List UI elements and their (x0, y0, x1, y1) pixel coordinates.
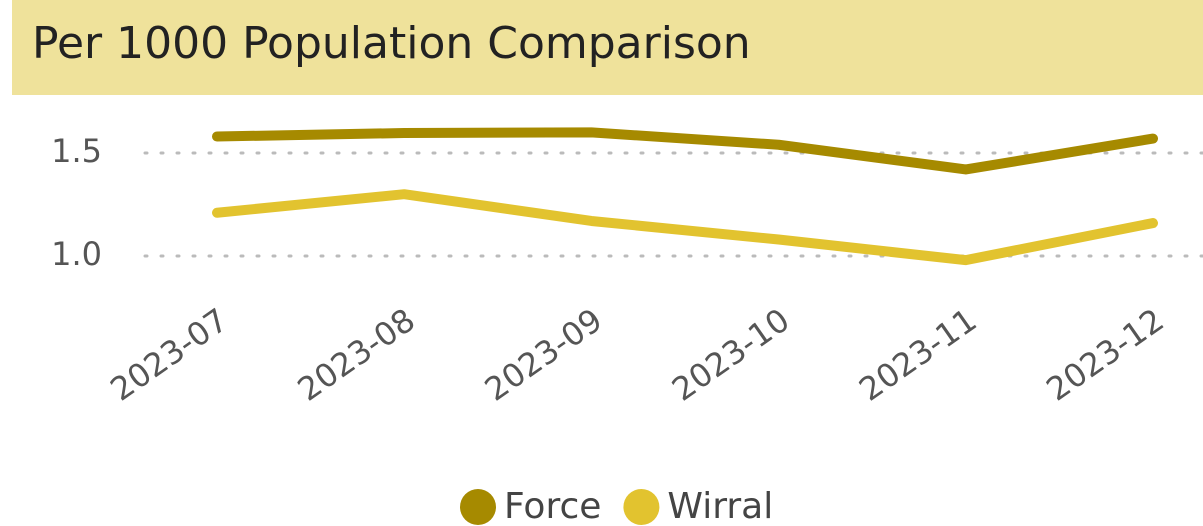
line-series (212, 127, 1158, 175)
x-tick-label: 2023-11 (852, 301, 983, 409)
legend-marker (460, 489, 496, 525)
y-tick-label: 1.5 (51, 132, 102, 170)
x-tick-label: 2023-12 (1039, 301, 1170, 409)
x-tick-label: 2023-08 (291, 301, 422, 409)
legend-label: Force (504, 486, 601, 526)
x-tick-label: 2023-07 (103, 301, 234, 409)
y-tick-label: 1.0 (51, 235, 102, 273)
x-tick-label: 2023-09 (478, 301, 609, 409)
x-tick-label: 2023-10 (665, 301, 796, 409)
chart-title: Per 1000 Population Comparison (32, 18, 751, 69)
title-banner (12, 0, 1203, 95)
legend-marker (623, 489, 660, 525)
line-series (212, 189, 1158, 266)
legend-label: Wirral (667, 486, 773, 526)
